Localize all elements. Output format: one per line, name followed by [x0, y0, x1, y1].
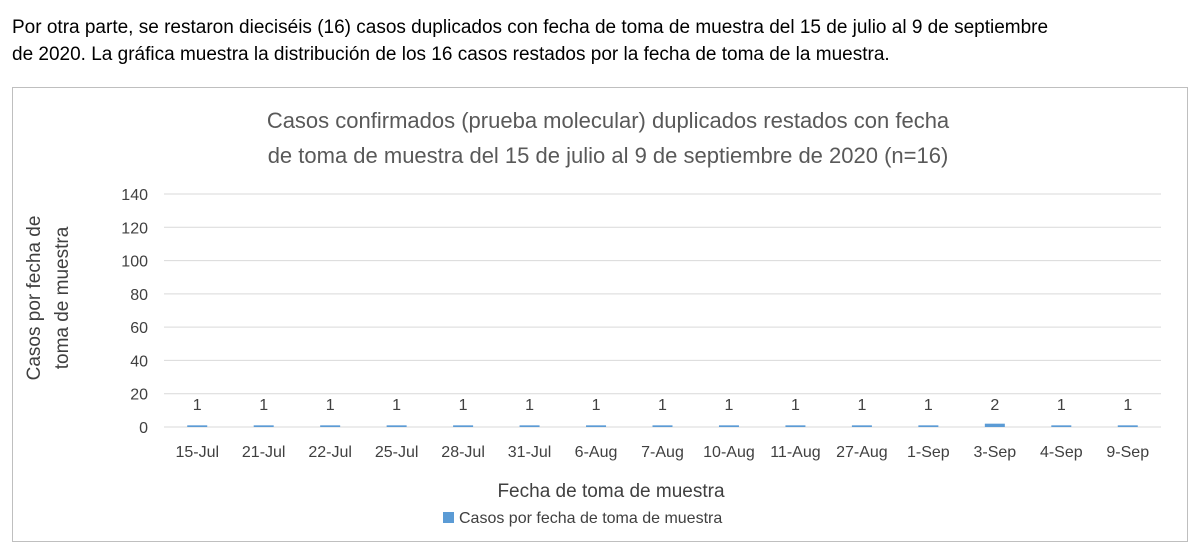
x-tick-label: 27-Aug: [836, 444, 888, 461]
bar: [187, 425, 208, 427]
bar-chart: Casos confirmados (prueba molecular) dup…: [24, 108, 1161, 527]
bar: [652, 425, 673, 427]
bar: [1117, 425, 1138, 427]
data-label: 1: [525, 397, 534, 414]
legend-label: Casos por fecha de toma de muestra: [459, 510, 722, 527]
bar: [785, 425, 806, 427]
x-tick-label: 15-Jul: [175, 444, 219, 461]
x-axis-title: Fecha de toma de muestra: [497, 481, 724, 502]
chart-container: Casos confirmados (prueba molecular) dup…: [12, 87, 1188, 542]
x-tick-label: 22-Jul: [308, 444, 352, 461]
data-labels: 1 1 1 1 1 1 1 1 1 1 1 1 2 1 1: [193, 397, 1133, 414]
data-label: 1: [725, 397, 734, 414]
bar: [320, 425, 341, 427]
y-axis-ticks: 0 20 40 60 80 100 120 140: [121, 187, 148, 437]
y-tick-label: 80: [130, 287, 148, 304]
x-tick-label: 7-Aug: [641, 444, 684, 461]
y-axis-title-line-2: toma de muestra: [52, 226, 73, 369]
y-tick-label: 40: [130, 353, 148, 370]
data-label: 1: [658, 397, 667, 414]
data-label: 1: [459, 397, 468, 414]
x-tick-label: 25-Jul: [375, 444, 419, 461]
intro-line-2: de 2020. La gráfica muestra la distribuc…: [12, 44, 890, 65]
data-label: 1: [1123, 397, 1132, 414]
gridlines: [164, 193, 1161, 428]
bar: [718, 425, 739, 427]
data-label: 1: [857, 397, 866, 414]
bars: [187, 423, 1138, 427]
x-tick-label: 11-Aug: [770, 444, 820, 461]
bar: [253, 425, 274, 427]
x-tick-label: 31-Jul: [508, 444, 552, 461]
data-label: 2: [990, 397, 999, 414]
bar: [586, 425, 607, 427]
bar: [851, 425, 872, 427]
y-tick-label: 20: [130, 387, 148, 404]
bar: [1051, 425, 1072, 427]
intro-line-1: Por otra parte, se restaron dieciséis (1…: [12, 17, 1049, 38]
data-label: 1: [392, 397, 401, 414]
x-axis-ticks: 15-Jul 21-Jul 22-Jul 25-Jul 28-Jul 31-Jul 6-Au…: [175, 444, 1149, 461]
chart-title-line-2: de toma de muestra del 15 de julio al 9 …: [268, 143, 949, 168]
bar: [453, 425, 474, 427]
chart-title-line-1: Casos confirmados (prueba molecular) dup…: [267, 108, 950, 133]
x-tick-label: 9-Sep: [1106, 444, 1149, 461]
data-label: 1: [326, 397, 335, 414]
x-tick-label: 21-Jul: [242, 444, 286, 461]
data-label: 1: [791, 397, 800, 414]
legend-swatch: [443, 512, 454, 523]
x-tick-label: 10-Aug: [703, 444, 755, 461]
intro-paragraph: Por otra parte, se restaron dieciséis (1…: [12, 14, 1192, 68]
x-tick-label: 28-Jul: [441, 444, 485, 461]
bar: [519, 425, 540, 427]
data-label: 1: [924, 397, 933, 414]
x-tick-label: 6-Aug: [575, 444, 618, 461]
y-tick-label: 100: [121, 254, 148, 271]
y-tick-label: 120: [121, 220, 148, 237]
y-axis-title-line-1: Casos por fecha de: [24, 216, 45, 381]
x-tick-label: 3-Sep: [973, 444, 1016, 461]
data-label: 1: [592, 397, 601, 414]
x-tick-label: 1-Sep: [907, 444, 950, 461]
x-tick-label: 4-Sep: [1040, 444, 1083, 461]
bar: [984, 423, 1005, 427]
y-tick-label: 60: [130, 320, 148, 337]
bar: [918, 425, 939, 427]
y-tick-label: 140: [121, 187, 148, 204]
bar: [386, 425, 407, 427]
data-label: 1: [193, 397, 202, 414]
data-label: 1: [1057, 397, 1066, 414]
data-label: 1: [259, 397, 268, 414]
y-tick-label: 0: [139, 420, 148, 437]
